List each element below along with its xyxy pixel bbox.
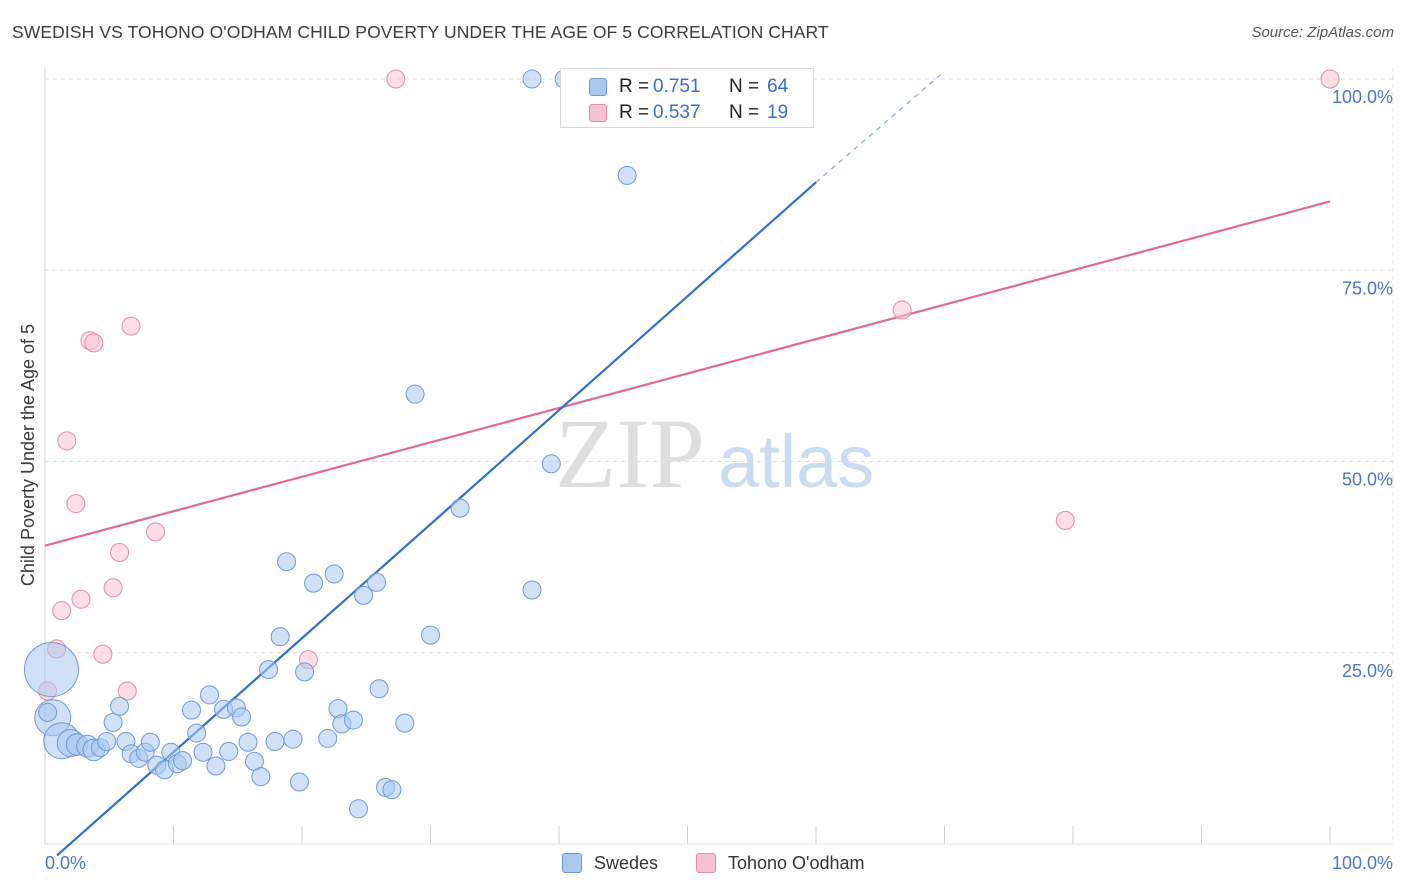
data-point-swedes <box>318 728 338 748</box>
legend-label-swedes: Swedes <box>594 853 659 873</box>
y-axis-label: Child Poverty Under the Age of 5 <box>18 324 38 586</box>
data-point-tohono <box>84 333 104 353</box>
data-point-swedes <box>522 580 542 600</box>
data-point-swedes <box>421 625 440 645</box>
data-point-swedes <box>23 642 79 698</box>
data-point-swedes <box>251 767 271 787</box>
data-point-tohono <box>52 601 72 621</box>
data-point-swedes <box>283 729 303 749</box>
source-label: Source: ZipAtlas.com <box>1251 24 1394 41</box>
data-point-swedes <box>193 742 213 762</box>
data-point-swedes <box>140 732 160 752</box>
data-point-swedes <box>324 564 344 584</box>
data-point-swedes <box>367 572 387 592</box>
swedes-swatch <box>562 853 582 873</box>
y-tick-label: 100.0% <box>1332 87 1393 107</box>
data-point-swedes <box>617 165 637 185</box>
n-label: N = <box>729 76 760 97</box>
data-point-swedes <box>369 679 389 699</box>
data-point-tohono <box>66 494 86 514</box>
data-point-swedes <box>270 627 290 647</box>
trendline-swedes <box>56 181 817 857</box>
data-point-swedes <box>265 731 285 751</box>
data-point-tohono <box>146 522 166 542</box>
data-point-swedes <box>110 696 130 716</box>
data-point-swedes <box>232 707 252 727</box>
r-value-tohono: 0.537 <box>653 102 701 123</box>
data-point-swedes <box>295 662 315 682</box>
data-point-tohono <box>1320 69 1340 89</box>
trendline-swedes-extension <box>815 70 945 183</box>
watermark-atlas: atlas <box>718 420 874 503</box>
data-point-tohono <box>117 681 137 701</box>
tohono-swatch <box>696 853 716 873</box>
series-tohono-points <box>38 69 1340 701</box>
data-point-swedes <box>219 741 239 761</box>
data-point-swedes <box>349 799 369 819</box>
data-point-tohono <box>57 431 77 451</box>
tick-labels: 25.0% 50.0% 75.0% 100.0% 0.0% 100.0% <box>45 87 1393 873</box>
trend-lines <box>44 70 1331 857</box>
data-point-tohono <box>121 316 141 336</box>
data-point-tohono <box>103 578 123 598</box>
swedes-swatch <box>589 78 607 96</box>
y-tick-label: 25.0% <box>1342 661 1393 681</box>
data-point-swedes <box>38 702 58 722</box>
tohono-swatch <box>589 104 607 122</box>
data-point-swedes <box>405 384 425 404</box>
data-point-swedes <box>395 713 415 733</box>
data-point-swedes <box>450 498 470 518</box>
data-point-swedes <box>541 454 561 474</box>
data-point-swedes <box>289 772 309 792</box>
data-point-swedes <box>97 731 117 751</box>
data-point-swedes <box>277 552 297 572</box>
chart-title: SWEDISH VS TOHONO O'ODHAM CHILD POVERTY … <box>12 22 829 42</box>
x-tick-label: 100.0% <box>1332 853 1393 873</box>
r-label: R = <box>619 102 650 123</box>
data-point-swedes <box>304 573 324 593</box>
x-tick-label: 0.0% <box>45 853 86 873</box>
data-point-swedes <box>259 660 279 680</box>
data-point-tohono <box>71 589 91 609</box>
data-point-swedes <box>187 723 207 743</box>
data-point-swedes <box>522 69 542 89</box>
stats-legend: R = 0.751 N = 64 R = 0.537 N = 19 <box>560 68 814 128</box>
r-value-swedes: 0.751 <box>653 76 701 97</box>
n-label: N = <box>729 102 760 123</box>
data-point-swedes <box>382 780 402 800</box>
data-point-swedes <box>354 585 374 605</box>
n-value-tohono: 19 <box>767 102 789 123</box>
data-point-tohono <box>386 69 406 89</box>
data-point-tohono <box>1055 510 1075 530</box>
y-tick-label: 75.0% <box>1342 278 1393 298</box>
data-point-swedes <box>238 732 258 752</box>
watermark: ZIP atlas <box>555 398 874 509</box>
data-point-swedes <box>206 756 226 776</box>
trendline-tohono <box>44 200 1331 547</box>
gridlines <box>45 68 1394 844</box>
data-point-tohono <box>93 644 113 664</box>
data-point-swedes <box>103 712 123 732</box>
n-value-swedes: 64 <box>767 76 789 97</box>
legend-row-tohono: R = 0.537 N = 19 <box>561 100 813 126</box>
r-label: R = <box>619 76 650 97</box>
data-point-tohono <box>892 300 912 320</box>
legend-label-tohono: Tohono O'odham <box>728 853 865 873</box>
data-point-swedes <box>172 751 192 771</box>
watermark-zip: ZIP <box>555 398 705 509</box>
data-point-swedes <box>343 710 363 730</box>
legend-row-swedes: R = 0.751 N = 64 <box>561 74 813 100</box>
data-point-tohono <box>110 543 130 563</box>
y-tick-label: 50.0% <box>1342 470 1393 490</box>
data-point-swedes <box>181 700 201 720</box>
data-point-swedes <box>199 685 219 705</box>
